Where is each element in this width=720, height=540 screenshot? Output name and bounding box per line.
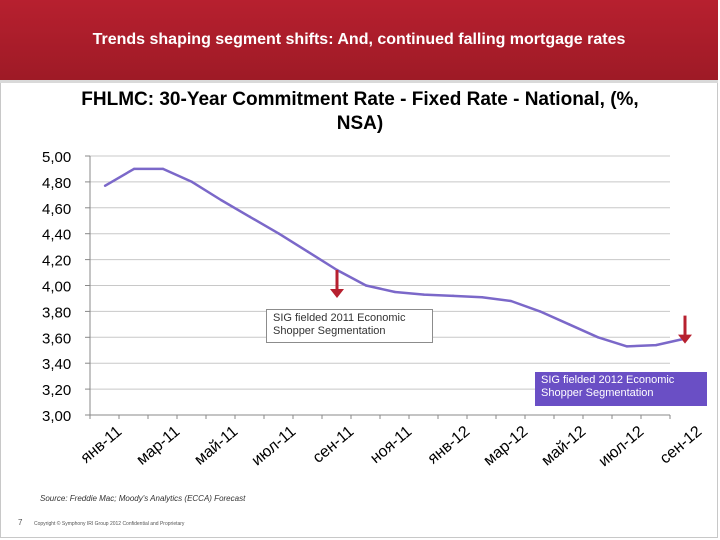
annotation-2011: SIG fielded 2011 Economic Shopper Segmen… [266,309,433,343]
x-tick-label: янв-12 [425,423,474,468]
y-tick-label: 4,80 [42,175,71,192]
x-tick-label: июл-11 [249,423,300,469]
y-tick-label: 4,20 [42,253,71,270]
x-tick-label: ноя-11 [367,423,415,467]
x-tick-label: мар-12 [481,423,532,469]
data-point [625,345,629,348]
title-banner [0,0,718,83]
y-tick-label: 5,00 [42,149,71,166]
x-tick-label: июл-12 [596,423,648,470]
x-tick-label: сен-11 [310,423,358,467]
y-tick-label: 3,00 [42,408,71,425]
data-point [306,250,310,254]
chart-title: FHLMC: 30-Year Commitment Rate - Fixed R… [81,89,639,134]
y-tick-label: 4,40 [42,227,71,244]
data-point [422,293,426,296]
data-point [654,343,658,347]
data-point [190,180,194,184]
data-point [364,284,368,287]
slide-title: Trends shaping segment shifts: And, cont… [92,31,626,48]
data-point [161,167,165,171]
data-point [103,184,107,187]
y-tick-label: 3,80 [42,304,71,321]
annotation-arrow-head [330,288,344,298]
y-tick-label: 3,40 [42,356,71,373]
x-tick-label: сен-12 [657,423,705,467]
data-point [393,290,397,294]
y-tick-label: 4,60 [42,201,71,218]
source-note: Source: Freddie Mac; Moody's Analytics (… [40,494,246,503]
copyright-note: Copyright © Symphony IRI Group 2012 Conf… [34,521,185,527]
annotation-2012: SIG fielded 2012 Economic Shopper Segmen… [535,372,707,406]
x-tick-label: янв-11 [78,423,126,467]
data-point [596,336,600,339]
data-point [567,323,571,326]
y-tick-label: 3,60 [42,330,71,347]
data-point [248,215,252,219]
data-point [509,299,513,303]
x-tick-label: мар-11 [133,423,183,469]
y-tick-label: 4,00 [42,279,71,296]
data-point [277,232,281,235]
data-point [219,198,223,202]
x-tick-label: май-11 [191,423,241,469]
data-point [480,295,484,299]
page-number: 7 [18,518,23,527]
data-point [132,167,136,171]
data-point [451,294,455,298]
annotation-arrow-head [678,334,692,344]
x-tick-label: май-12 [539,423,590,469]
y-tick-label: 3,20 [42,382,71,399]
data-point [538,310,542,313]
